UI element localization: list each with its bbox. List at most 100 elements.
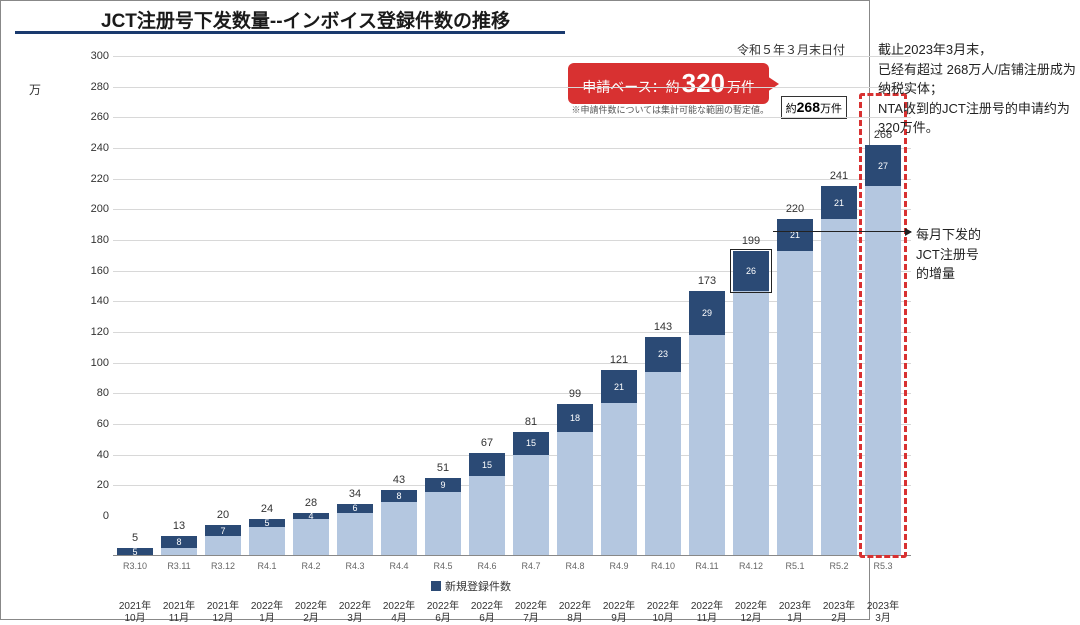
y-tick: 240 bbox=[81, 142, 109, 154]
bar-code-label: R4.6 bbox=[469, 561, 505, 571]
bar-code-label: R4.3 bbox=[337, 561, 373, 571]
y-axis-unit: 万 bbox=[29, 81, 41, 98]
bar-total-label: 67 bbox=[469, 437, 505, 449]
bar-base bbox=[337, 513, 373, 556]
bar-base bbox=[249, 527, 285, 556]
bar-code-label: R4.12 bbox=[733, 561, 769, 571]
bar-group: 13 8 R3.11 bbox=[161, 536, 197, 556]
legend: 新規登録件数 bbox=[431, 578, 511, 594]
bar-new-label: 23 bbox=[645, 349, 681, 359]
bar-base bbox=[513, 455, 549, 556]
bar-total-label: 28 bbox=[293, 497, 329, 509]
bar-code-label: R5.1 bbox=[777, 561, 813, 571]
bar-group: 99 18 R4.8 bbox=[557, 404, 593, 556]
x-month-label: 2022年10月 bbox=[641, 601, 685, 625]
bar-total-label: 143 bbox=[645, 321, 681, 333]
y-tick: 20 bbox=[81, 479, 109, 491]
bar-total-label: 43 bbox=[381, 474, 417, 486]
y-tick: 280 bbox=[81, 81, 109, 93]
bar-new-label: 7 bbox=[205, 526, 241, 536]
bar-base bbox=[469, 476, 505, 556]
y-tick: 140 bbox=[81, 295, 109, 307]
bar-total-label: 20 bbox=[205, 509, 241, 521]
bar-group: 24 5 R4.1 bbox=[249, 519, 285, 556]
x-month-label: 2022年9月 bbox=[597, 601, 641, 625]
bar-code-label: R3.11 bbox=[161, 561, 197, 571]
bar-group: 34 6 R4.3 bbox=[337, 504, 373, 556]
bar-code-label: R4.1 bbox=[249, 561, 285, 571]
side-note-annotation: 每月下发的JCT注册号的增量 bbox=[916, 225, 1080, 284]
bar-new-label: 8 bbox=[381, 491, 417, 501]
x-month-label: 2022年8月 bbox=[553, 601, 597, 625]
bar-code-label: R4.9 bbox=[601, 561, 637, 571]
bar-base bbox=[381, 502, 417, 556]
plot-area: 0204060801001201401601802002202402602803… bbox=[51, 56, 861, 556]
x-axis-line bbox=[113, 555, 911, 556]
x-month-label: 2021年11月 bbox=[157, 601, 201, 625]
bar-base bbox=[293, 519, 329, 556]
bar-code-label: R4.10 bbox=[645, 561, 681, 571]
bar-base bbox=[821, 219, 857, 556]
bar-code-label: R4.5 bbox=[425, 561, 461, 571]
bar-new-label: 4 bbox=[293, 511, 329, 521]
legend-swatch bbox=[431, 581, 441, 591]
bar-total-label: 220 bbox=[777, 203, 813, 215]
bar-code-label: R5.3 bbox=[865, 561, 901, 571]
bar-total-label: 34 bbox=[337, 488, 373, 500]
bar-code-label: R3.12 bbox=[205, 561, 241, 571]
bar-group: 143 23 R4.10 bbox=[645, 337, 681, 556]
legend-label: 新規登録件数 bbox=[445, 578, 511, 594]
bar-total-label: 99 bbox=[557, 388, 593, 400]
bar-new-label: 15 bbox=[469, 460, 505, 470]
bar-base bbox=[645, 372, 681, 556]
bar-base bbox=[205, 536, 241, 556]
bar-new-label: 15 bbox=[513, 438, 549, 448]
bar-group: 43 8 R4.4 bbox=[381, 490, 417, 556]
bar-group: 81 15 R4.7 bbox=[513, 432, 549, 556]
bar-group: 199 26 R4.12 bbox=[733, 251, 769, 556]
y-tick: 80 bbox=[81, 387, 109, 399]
y-tick: 300 bbox=[81, 50, 109, 62]
annotation-box bbox=[730, 249, 772, 293]
bar-new-label: 6 bbox=[337, 503, 373, 513]
y-tick: 160 bbox=[81, 265, 109, 277]
bar-code-label: R5.2 bbox=[821, 561, 857, 571]
x-month-label: 2023年2月 bbox=[817, 601, 861, 625]
x-month-label: 2022年3月 bbox=[333, 601, 377, 625]
bar-group: 51 9 R4.5 bbox=[425, 478, 461, 556]
bar-total-label: 51 bbox=[425, 462, 461, 474]
bar-code-label: R4.2 bbox=[293, 561, 329, 571]
bar-base bbox=[557, 432, 593, 556]
bar-group: 28 4 R4.2 bbox=[293, 513, 329, 556]
bar-code-label: R4.4 bbox=[381, 561, 417, 571]
bar-base bbox=[601, 403, 637, 556]
bar-base bbox=[689, 335, 725, 556]
bar-new-label: 21 bbox=[821, 198, 857, 208]
x-month-label: 2021年12月 bbox=[201, 601, 245, 625]
annotation-arrow bbox=[773, 231, 911, 232]
side-note-top: 截止2023年3月末，已经有超过 268万人/店铺注册成为纳税实体；NTA收到的… bbox=[878, 40, 1078, 138]
x-month-label: 2023年3月 bbox=[861, 601, 905, 625]
bar-group: 121 21 R4.9 bbox=[601, 370, 637, 556]
x-month-label: 2022年4月 bbox=[377, 601, 421, 625]
bar-total-label: 241 bbox=[821, 170, 857, 182]
bar-new-label: 18 bbox=[557, 413, 593, 423]
bar-new-label: 8 bbox=[161, 537, 197, 547]
chart-panel: JCT注册号下发数量--インボイス登録件数の推移 令和５年３月末日付 申請ベース… bbox=[0, 0, 870, 620]
bar-group: 220 21 R5.1 bbox=[777, 219, 813, 556]
y-tick: 220 bbox=[81, 173, 109, 185]
bar-new-label: 9 bbox=[425, 480, 461, 490]
bar-total-label: 121 bbox=[601, 354, 637, 366]
bar-code-label: R4.7 bbox=[513, 561, 549, 571]
y-tick: 120 bbox=[81, 326, 109, 338]
x-month-label: 2022年11月 bbox=[685, 601, 729, 625]
y-tick: 60 bbox=[81, 418, 109, 430]
bar-total-label: 173 bbox=[689, 275, 725, 287]
bar-base bbox=[733, 291, 769, 556]
x-month-label: 2022年7月 bbox=[509, 601, 553, 625]
highlight-box bbox=[859, 93, 907, 558]
bar-total-label: 81 bbox=[513, 416, 549, 428]
bar-group: 241 21 R5.2 bbox=[821, 186, 857, 556]
bar-total-label: 13 bbox=[161, 520, 197, 532]
y-tick: 200 bbox=[81, 203, 109, 215]
